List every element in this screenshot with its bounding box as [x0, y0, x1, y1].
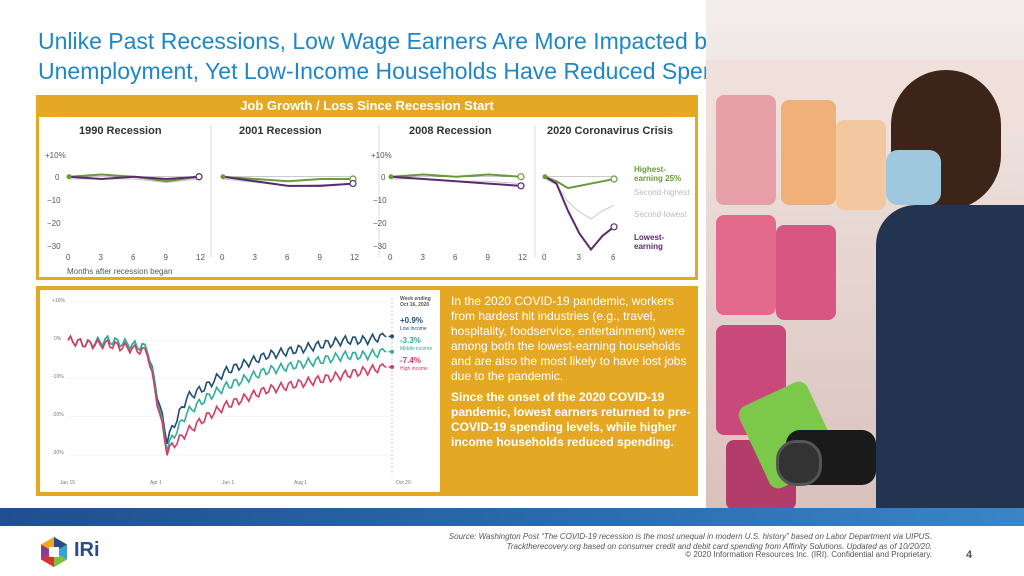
y-tick-label: −10 [47, 196, 61, 205]
series-end-point [610, 175, 618, 183]
y-tick-label: −30 [47, 242, 61, 251]
job-growth-chart [66, 125, 618, 257]
x-tick-label: 6 [453, 253, 458, 262]
shopper-photo [706, 0, 1024, 510]
slide-title-line1: Unlike Past Recessions, Low Wage Earners… [38, 28, 719, 54]
spending-chart-area: +10% 0% -10% -20% -30% Jan 15 Apr 1 Jun … [40, 290, 440, 492]
lowest-series-line [68, 175, 200, 181]
series-end-point [517, 173, 525, 181]
x-tick-label: 12 [518, 253, 527, 262]
y-tick-label: −20 [373, 219, 387, 228]
x-tick-label: 3 [252, 253, 257, 262]
series-label-highest: Highest-earning 25% [634, 165, 682, 183]
y-tick-label: −10 [373, 196, 387, 205]
spend-x-tick-label: Oct 20 [396, 480, 411, 486]
source-note: Source: Washington Post “The COVID-19 re… [448, 532, 932, 551]
spend-end-point [390, 365, 394, 370]
series-label-second-highest: Second-highest [634, 188, 690, 197]
series-end-point [517, 182, 525, 190]
series-start-point [66, 174, 72, 180]
y-tick-label: 0 [55, 173, 60, 182]
copyright-note: © 2020 Information Resources Inc. (IRI).… [685, 550, 932, 559]
x-tick-label: 0 [220, 253, 225, 262]
insight-paragraph-1: In the 2020 COVID-19 pandemic, workers f… [451, 294, 687, 383]
page-number: 4 [966, 549, 973, 561]
spending-chart [67, 298, 395, 475]
spend-y-tick-label: -20% [52, 412, 64, 418]
series-label-lowest: Lowest-earning [634, 233, 665, 251]
spend-legend-header: Week ending Oct 16, 2020 [400, 296, 431, 308]
x-tick-label: 0 [66, 253, 71, 262]
x-tick-label: 9 [317, 253, 322, 262]
y-tick-label: −30 [373, 242, 387, 251]
highest-series-line [390, 173, 522, 178]
x-tick-label: 9 [163, 253, 168, 262]
spend-x-tick-label: Jun 1 [222, 480, 235, 486]
spend-y-tick-label: -10% [52, 374, 64, 380]
x-tick-label: 9 [485, 253, 490, 262]
iri-logo-text: IRi [74, 539, 100, 561]
x-tick-label: 3 [420, 253, 425, 262]
job-growth-chart-area: 1990 Recession 2001 Recession 2008 Reces… [39, 117, 695, 277]
series-start-point [220, 174, 226, 180]
slide-title: Unlike Past Recessions, Low Wage Earners… [38, 26, 918, 86]
spend-end-point [390, 349, 394, 354]
panel-1990-title: 1990 Recession [79, 125, 162, 137]
lowest-series-line [222, 175, 354, 187]
x-tick-label: 6 [611, 253, 616, 262]
spend-y-tick-label: +10% [52, 298, 65, 304]
footer-band [0, 508, 1024, 526]
middle-income-value: -3.3% [400, 336, 421, 345]
x-tick-label: 6 [285, 253, 290, 262]
highest-series-line [544, 175, 615, 190]
spend-x-tick-label: Jan 15 [60, 480, 76, 486]
panel-2020-title: 2020 Coronavirus Crisis [547, 125, 673, 137]
series-end-point [610, 223, 618, 231]
series-start-point [388, 174, 394, 180]
y-tick-label: 0 [381, 173, 386, 182]
high-income-value: -7.4% [400, 356, 421, 365]
high-income-label: High income [400, 366, 428, 372]
job-growth-panel: Job Growth / Loss Since Recession Start … [36, 95, 698, 280]
spend-line-high-income [67, 334, 386, 456]
spend-end-point [390, 334, 394, 339]
y-tick-label: −20 [47, 219, 61, 228]
low-income-label: Low income [400, 326, 427, 332]
spend-x-tick-label: Aug 1 [294, 480, 308, 486]
lowest-series-line [544, 175, 615, 252]
spend-x-tick-label: Apr 1 [150, 480, 162, 486]
iri-logo-icon [38, 536, 70, 573]
y-tick-label: +10% [371, 151, 392, 160]
series-end-point [349, 179, 357, 188]
insight-paragraph-2: Since the onset of the 2020 COVID-19 pan… [451, 390, 691, 449]
x-tick-label: 3 [98, 253, 103, 262]
series-end-point [195, 173, 203, 181]
middle-income-label: Middle income [400, 346, 433, 352]
insight-text: In the 2020 COVID-19 pandemic, workers f… [451, 294, 691, 456]
series-label-second-lowest: Second-lowest [634, 210, 687, 219]
job-growth-title: Job Growth / Loss Since Recession Start [240, 98, 494, 113]
x-tick-label: 6 [131, 253, 136, 262]
slide-title-line2: Unemployment, Yet Low-Income Households … [38, 58, 815, 84]
x-tick-label: 3 [576, 253, 581, 262]
panel-2001-title: 2001 Recession [239, 125, 322, 137]
spend-y-tick-label: -30% [52, 450, 64, 456]
x-axis-caption: Months after recession began [67, 267, 173, 276]
spend-y-tick-label: 0% [54, 336, 62, 342]
series-start-point [542, 174, 548, 180]
lowest-series-line [390, 175, 522, 187]
spend-line-low-income [67, 332, 386, 444]
x-tick-label: 12 [196, 253, 205, 262]
spend-line-middle-income [67, 334, 386, 452]
x-tick-label: 0 [542, 253, 547, 262]
highest-series-line [222, 175, 353, 183]
y-tick-label: +10% [45, 151, 66, 160]
x-tick-label: 0 [388, 253, 393, 262]
panel-2008-title: 2008 Recession [409, 125, 492, 137]
spending-panel: +10% 0% -10% -20% -30% Jan 15 Apr 1 Jun … [36, 286, 698, 496]
x-tick-label: 12 [350, 253, 359, 262]
low-income-value: +0.9% [400, 316, 423, 325]
